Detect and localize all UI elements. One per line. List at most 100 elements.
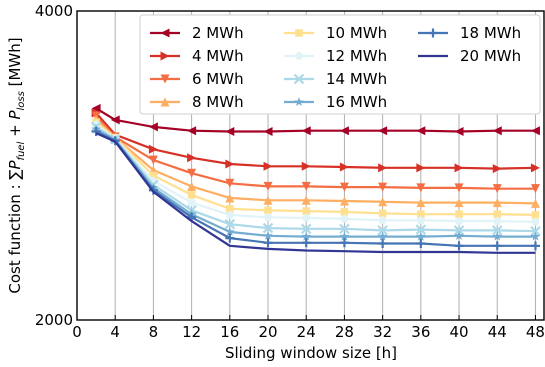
data-point: [415, 224, 427, 235]
data-point: [378, 197, 388, 207]
data-point: [530, 184, 540, 194]
data-point: [416, 163, 426, 173]
data-point: [301, 195, 311, 205]
data-point: [224, 218, 236, 230]
data-point: [339, 231, 350, 241]
data-point: [187, 153, 197, 163]
data-point: [262, 222, 274, 234]
data-point: [417, 210, 425, 218]
data-point: [340, 214, 349, 223]
data-point: [530, 198, 540, 208]
data-point: [378, 126, 388, 136]
data-point: [416, 126, 426, 136]
legend-entry: 18 MWh: [418, 24, 521, 42]
data-point: [492, 216, 502, 225]
data-point: [301, 161, 311, 171]
data-point: [377, 231, 388, 241]
data-point: [454, 163, 464, 173]
data-point: [110, 115, 120, 125]
x-tick-label: 0: [72, 323, 82, 341]
data-point: [378, 239, 388, 249]
series-line: [95, 112, 536, 170]
data-point: [225, 193, 235, 203]
data-point: [492, 164, 502, 174]
legend-label: 14 MWh: [326, 70, 387, 88]
data-point: [294, 97, 304, 107]
y-axis-label: Cost function : ∑Pfuel + Ploss [MWh]: [6, 37, 27, 293]
data-point: [416, 198, 426, 208]
data-point: [301, 181, 311, 191]
x-tick-label: 32: [373, 323, 392, 341]
x-axis-label: Sliding window size [h]: [225, 344, 397, 362]
data-point: [263, 212, 273, 221]
data-point: [293, 73, 305, 85]
x-tick-label: 16: [220, 323, 239, 341]
x-tick-label: 4: [110, 323, 120, 341]
data-point: [160, 74, 170, 84]
x-tick-label: 48: [526, 323, 545, 341]
data-point: [300, 223, 312, 235]
data-point: [454, 183, 464, 193]
data-point: [148, 144, 158, 154]
legend-entry: 8 MWh: [150, 93, 244, 111]
data-point: [530, 241, 540, 251]
series-layer: [90, 103, 541, 254]
x-tick-label: 20: [258, 323, 277, 341]
data-point: [187, 198, 196, 207]
data-point: [416, 231, 426, 241]
data-point: [492, 198, 502, 208]
x-tick-label: 36: [411, 323, 430, 341]
data-point: [491, 225, 503, 236]
series-8-mwh: [91, 114, 540, 208]
series-line: [95, 132, 536, 254]
data-point: [531, 217, 540, 226]
data-point: [492, 231, 503, 241]
legend: 2 MWh 4 MWh 6 MWh 8 MWh 10 MWh 12 MWh 14 MWh 16…: [139, 14, 541, 115]
data-point: [416, 183, 426, 193]
data-point: [263, 127, 273, 137]
legend-label: 4 MWh: [192, 47, 244, 65]
data-point: [530, 163, 540, 173]
legend-entry: 14 MWh: [284, 70, 387, 88]
data-point: [454, 198, 464, 208]
data-point: [492, 126, 502, 136]
data-point: [339, 162, 349, 172]
plot-frame: [76, 10, 545, 321]
data-point: [378, 209, 387, 218]
y-tick-label: 4000: [35, 2, 73, 20]
legend-entry: 12 MWh: [284, 47, 387, 65]
data-point: [454, 127, 464, 137]
data-point: [91, 127, 101, 137]
legend-label: 20 MWh: [460, 47, 521, 65]
data-point: [378, 163, 388, 173]
legend-label: 16 MWh: [326, 93, 387, 111]
data-point: [148, 155, 158, 165]
data-point: [263, 181, 273, 191]
data-point: [263, 161, 273, 171]
data-point: [530, 126, 540, 136]
data-point: [530, 225, 541, 237]
legend-label: 2 MWh: [192, 24, 244, 42]
data-point: [453, 225, 465, 236]
data-point: [187, 126, 197, 136]
data-point: [187, 191, 196, 199]
y-tick-label: 2000: [35, 311, 73, 329]
data-point: [295, 29, 303, 37]
data-point: [530, 231, 541, 241]
x-tick-label: 44: [488, 323, 507, 341]
data-point: [160, 28, 170, 38]
data-point: [377, 225, 388, 236]
data-point: [492, 184, 502, 194]
legend-box: [139, 14, 541, 115]
series-20-mwh: [95, 132, 536, 254]
data-point: [378, 182, 388, 192]
x-tick-label: 12: [182, 323, 201, 341]
data-point: [455, 210, 463, 218]
data-point: [301, 213, 311, 222]
legend-label: 6 MWh: [192, 70, 244, 88]
data-point: [225, 159, 235, 169]
data-point: [531, 211, 540, 219]
legend-entry: 20 MWh: [418, 47, 521, 65]
data-point: [225, 178, 235, 188]
